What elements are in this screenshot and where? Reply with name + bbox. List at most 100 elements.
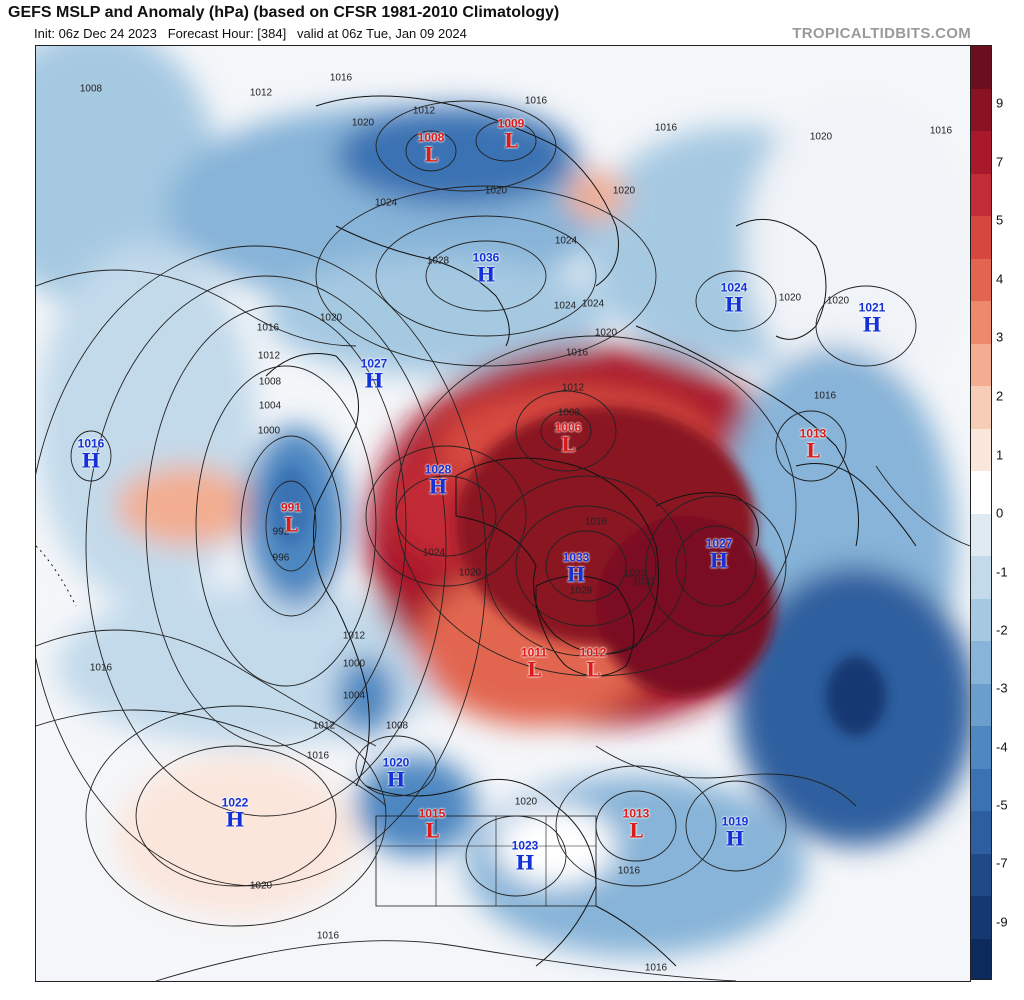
isobar-label: 1024 (581, 298, 605, 310)
colorbar-band (971, 258, 991, 301)
isobar-label: 1008 (258, 376, 282, 388)
center-type-letter: L (628, 818, 644, 843)
isobar-label: 1004 (342, 690, 366, 702)
colorbar-band (971, 386, 991, 429)
colorbar-tick-label: -5 (996, 797, 1008, 813)
center-type-letter: H (709, 548, 729, 573)
center-pressure-value: 1012 (579, 645, 607, 660)
map-panel[interactable]: 1008 1012 1016 1016 1020 1012 1020 1024 1024 1028… (35, 45, 971, 982)
center-pressure-value: 1019 (721, 814, 749, 829)
low-pressure-center: 991 L (281, 502, 301, 535)
colorbar-tick-label: -2 (996, 622, 1008, 638)
anomaly-field (36, 46, 970, 981)
center-pressure-value: 1009 (497, 116, 525, 131)
colorbar-tick-label: 5 (996, 212, 1004, 228)
map-title: GEFS MSLP and Anomaly (hPa) (based on CF… (8, 4, 560, 21)
isobar-label: 1016 (617, 865, 641, 877)
colorbar-band (971, 726, 991, 769)
center-type-letter: L (560, 432, 576, 457)
center-pressure-value: 1027 (360, 356, 388, 371)
colorbar-tick-label: -3 (996, 680, 1008, 696)
isobar-label: 1024 (554, 235, 578, 247)
isobar-label: 1012 (257, 350, 281, 362)
center-pressure-value: 1022 (221, 795, 249, 810)
colorbar-band (971, 343, 991, 386)
isobar-label: 1016 (929, 125, 953, 137)
isobar-label: 1016 (654, 122, 678, 134)
center-type-letter: L (424, 818, 440, 843)
isobar-label: 1012 (412, 105, 436, 117)
isobar-label: 1012 (561, 382, 585, 394)
center-pressure-value: 1020 (382, 755, 410, 770)
colorbar-band (971, 768, 991, 811)
coastlines (36, 95, 917, 967)
center-type-letter: H (225, 807, 245, 832)
high-pressure-center: 1016 H (78, 438, 105, 471)
center-pressure-value: 1027 (705, 536, 733, 551)
isobar-label: 1016 (89, 662, 113, 674)
center-type-letter: L (805, 438, 821, 463)
colorbar-tick-label: -1 (996, 564, 1008, 580)
colorbar-band (971, 46, 991, 89)
colorbar-tick-label: 3 (996, 329, 1004, 345)
colorbar-band (971, 853, 991, 896)
low-pressure-center: 1015 L (419, 808, 446, 841)
center-pressure-value: 991 (280, 500, 302, 515)
isobar-label: 1016 (306, 750, 330, 762)
isobar-label: 1028 (426, 255, 450, 267)
center-type-letter: L (423, 142, 439, 167)
center-pressure-value: 1021 (858, 300, 886, 315)
center-type-letter: H (386, 767, 406, 792)
low-pressure-center: 1006 L (555, 422, 582, 455)
colorbar-band (971, 896, 991, 939)
colorbar-tick-label: -4 (996, 739, 1008, 755)
isobar-label: 1012 (342, 630, 366, 642)
isobar-label: 1020 (249, 880, 273, 892)
center-type-letter: H (81, 448, 101, 473)
isobar-label: 1024 (374, 197, 398, 209)
center-pressure-value: 1011 (520, 645, 548, 660)
colorbar-tick-label: -7 (996, 855, 1008, 871)
colorbar-band (971, 471, 991, 514)
colorbar-band (971, 173, 991, 216)
center-pressure-value: 1023 (511, 838, 539, 853)
center-pressure-value: 1033 (562, 550, 590, 565)
high-pressure-center: 1033 H (563, 552, 590, 585)
colorbar-tick-label: 4 (996, 271, 1004, 287)
isobar-label: 1024 (422, 547, 446, 559)
center-pressure-value: 1008 (417, 130, 445, 145)
center-type-letter: H (428, 474, 448, 499)
colorbar-band (971, 131, 991, 174)
init-time: Init: 06z Dec 24 2023 (34, 26, 157, 41)
forecast-hour: Forecast Hour: [384] (167, 26, 287, 41)
isobar-label: 1000 (342, 658, 366, 670)
colorbar-band (971, 811, 991, 854)
center-type-letter: H (476, 262, 496, 287)
colorbar-band (971, 513, 991, 556)
isobar-label: 1016 (329, 72, 353, 84)
isobar-label: 1020 (612, 185, 636, 197)
colorbar-tick-label: 2 (996, 388, 1004, 404)
colorbar-band (971, 556, 991, 599)
colorbar-tick-label: 0 (996, 505, 1004, 521)
isobar-label: 1020 (809, 131, 833, 143)
high-pressure-center: 1036 H (473, 252, 500, 285)
colorbar-tick-label: 9 (996, 95, 1004, 111)
colorbar-band (971, 938, 991, 979)
colorbar-band (971, 683, 991, 726)
colorbar-tick-label: 1 (996, 447, 1004, 463)
center-type-letter: H (364, 368, 384, 393)
isobar-label: 1020 (594, 327, 618, 339)
colorbar-band (971, 301, 991, 344)
low-pressure-center: 1013 L (800, 428, 827, 461)
isobar-label: 1020 (826, 295, 850, 307)
center-pressure-value: 1015 (418, 806, 446, 821)
isobar-label: 1016 (565, 347, 589, 359)
center-pressure-value: 1016 (77, 436, 105, 451)
low-pressure-center: 1013 L (623, 808, 650, 841)
center-pressure-value: 1013 (622, 806, 650, 821)
center-type-letter: H (725, 826, 745, 851)
center-type-letter: L (526, 657, 542, 682)
center-pressure-value: 1028 (424, 462, 452, 477)
isobar-label: 1016 (256, 322, 280, 334)
